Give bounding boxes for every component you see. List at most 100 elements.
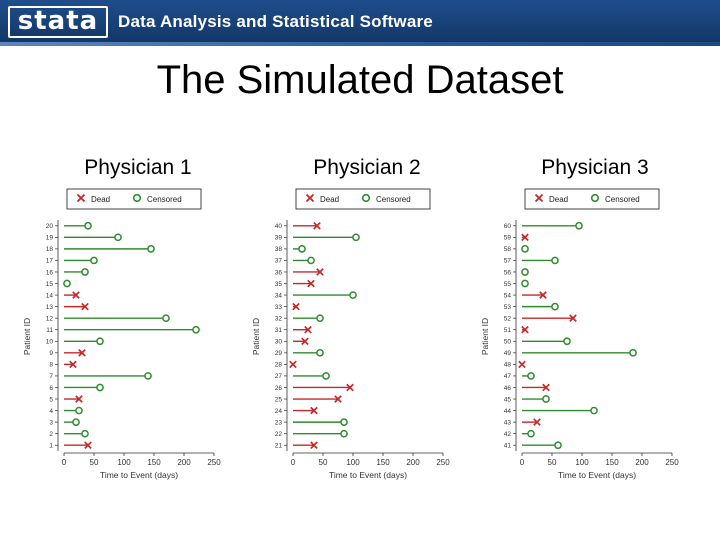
censored-marker — [527, 372, 535, 380]
dead-marker — [539, 291, 547, 299]
y-tick-label: 23 — [275, 419, 283, 426]
legend-dead-marker — [305, 193, 315, 203]
legend-dead-marker — [76, 193, 86, 203]
censored-marker — [551, 256, 559, 265]
y-tick-label: 43 — [504, 419, 512, 426]
header-underline — [0, 42, 720, 46]
y-tick-label: 21 — [275, 443, 283, 450]
legend-censored-label: Censored — [605, 195, 640, 204]
censored-marker — [114, 233, 122, 242]
y-tick-label: 17 — [46, 258, 54, 265]
dead-marker — [521, 325, 529, 334]
y-tick-label: 50 — [504, 339, 512, 346]
stata-logo: stata — [8, 6, 108, 38]
y-tick-label: 30 — [275, 339, 283, 346]
censored-marker — [81, 268, 89, 276]
x-tick-label: 0 — [291, 458, 296, 467]
y-tick-label: 3 — [49, 419, 53, 426]
dead-marker — [307, 279, 315, 288]
y-tick-label: 44 — [504, 408, 512, 415]
y-tick-label: 33 — [275, 304, 283, 311]
y-tick-label: 20 — [46, 223, 54, 230]
y-tick-label: 14 — [46, 292, 54, 299]
y-tick-label: 46 — [504, 385, 512, 392]
y-tick-label: 6 — [49, 385, 53, 392]
y-tick-label: 55 — [504, 281, 512, 288]
x-tick-label: 200 — [177, 458, 191, 467]
dead-marker — [316, 268, 324, 276]
y-tick-label: 26 — [275, 385, 283, 392]
y-tick-label: 40 — [275, 223, 283, 230]
censored-marker — [590, 406, 598, 415]
censored-marker — [84, 221, 92, 230]
censored-marker — [144, 372, 152, 380]
dead-marker — [334, 395, 342, 403]
y-tick-label: 4 — [49, 408, 53, 415]
x-tick-label: 200 — [635, 458, 649, 467]
y-tick-label: 13 — [46, 304, 54, 311]
y-tick-label: 59 — [504, 235, 512, 242]
x-tick-label: 0 — [520, 458, 525, 467]
legend-censored-label: Censored — [147, 195, 182, 204]
y-tick-label: 19 — [46, 235, 54, 242]
legend-censored-marker — [361, 193, 371, 203]
dead-marker — [69, 360, 77, 369]
x-tick-label: 150 — [605, 458, 619, 467]
censored-marker — [96, 383, 104, 392]
y-tick-label: 56 — [504, 269, 512, 276]
legend-censored-marker — [132, 193, 142, 203]
dead-marker — [84, 441, 92, 450]
legend-dead-marker — [534, 193, 544, 203]
y-axis-title: Patient ID — [22, 318, 32, 355]
x-axis-title: Time to Event (days) — [329, 470, 407, 480]
censored-marker — [352, 233, 360, 242]
y-tick-label: 49 — [504, 350, 512, 357]
censored-marker — [521, 268, 529, 276]
x-tick-label: 100 — [346, 458, 360, 467]
censored-marker — [527, 429, 535, 438]
dead-marker — [72, 291, 80, 299]
legend-censored-label: Censored — [376, 195, 411, 204]
censored-marker — [340, 429, 348, 438]
censored-marker — [147, 245, 155, 253]
censored-marker — [349, 291, 357, 299]
y-tick-label: 15 — [46, 281, 54, 288]
legend: Dead Censored — [524, 188, 660, 210]
panel-title-physician-2: Physician 2 — [313, 156, 421, 179]
chart-physician-2: Dead Censored 40 39 38 37 36 35 34 33 32 31 30 29 28 27… — [251, 188, 450, 480]
censored-marker — [90, 256, 98, 265]
y-tick-label: 5 — [49, 396, 53, 403]
y-tick-label: 54 — [504, 292, 512, 299]
censored-marker — [72, 418, 80, 426]
censored-marker — [521, 279, 529, 288]
x-tick-label: 50 — [319, 458, 328, 467]
y-tick-label: 42 — [504, 431, 512, 438]
x-tick-label: 150 — [147, 458, 161, 467]
legend: Dead Censored — [66, 188, 202, 210]
censored-marker — [316, 314, 324, 323]
legend-dead-label: Dead — [320, 195, 339, 204]
y-tick-label: 7 — [49, 373, 53, 380]
censored-marker — [307, 256, 315, 265]
y-tick-label: 58 — [504, 246, 512, 253]
dead-marker — [533, 418, 541, 426]
dead-marker — [304, 325, 312, 334]
x-axis-title: Time to Event (days) — [558, 470, 636, 480]
censored-marker — [192, 325, 200, 334]
y-tick-label: 16 — [46, 269, 54, 276]
x-tick-label: 0 — [62, 458, 67, 467]
panel-title-physician-1: Physician 1 — [84, 156, 192, 179]
y-tick-label: 35 — [275, 281, 283, 288]
censored-marker — [322, 372, 330, 380]
header-banner: stata Data Analysis and Statistical Soft… — [0, 0, 720, 46]
y-tick-label: 37 — [275, 258, 283, 265]
y-tick-label: 25 — [275, 396, 283, 403]
y-tick-label: 38 — [275, 246, 283, 253]
censored-marker — [63, 279, 71, 288]
x-tick-label: 250 — [207, 458, 221, 467]
y-tick-label: 51 — [504, 327, 512, 334]
y-tick-label: 52 — [504, 315, 512, 322]
dead-marker — [292, 302, 300, 311]
dead-marker — [310, 441, 318, 450]
chart-physician-3: Dead Censored 60 59 58 57 56 55 54 53 52 51 50 49 48 47… — [480, 188, 679, 480]
